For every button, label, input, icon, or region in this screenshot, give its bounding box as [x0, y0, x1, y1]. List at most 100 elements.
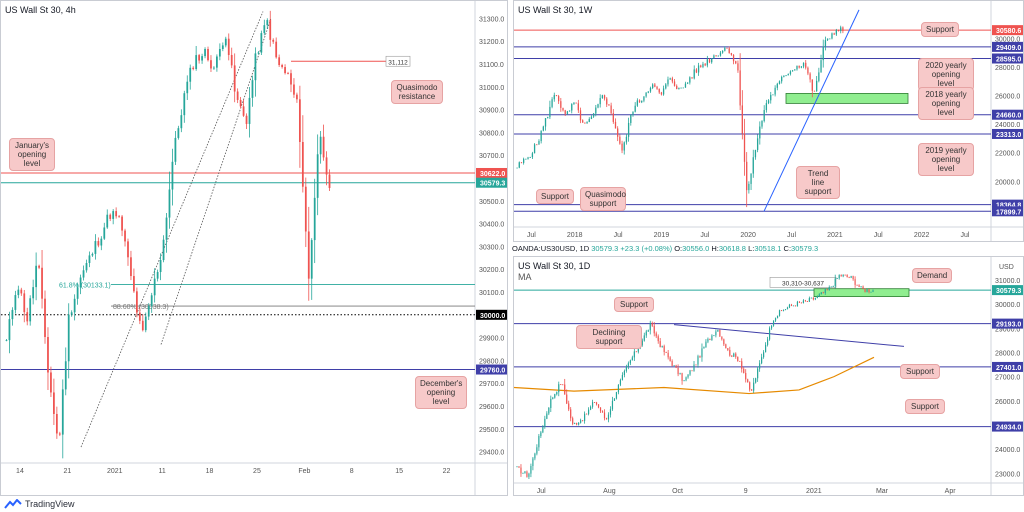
w1-candle-body: [715, 55, 717, 57]
w1-candle-body: [676, 85, 678, 90]
d1-candle-body: [858, 285, 860, 287]
w1-candle-body: [700, 65, 702, 68]
w1-support-low-callout: Support: [536, 189, 574, 204]
w1-trendline: [763, 9, 860, 212]
d1-candle-body: [695, 364, 697, 366]
d1-level-tag: [992, 421, 1023, 432]
d1-candle-body: [860, 286, 862, 288]
h4-y-tick-label: 30900.0: [479, 108, 504, 115]
d1-support-callout-3: Support: [905, 399, 945, 414]
d1-candle-body: [572, 418, 574, 424]
d1-candle-body: [731, 355, 733, 357]
d1-declining-support-line: [673, 324, 905, 347]
w1-candle-body: [682, 87, 684, 89]
d1-candle-body: [641, 340, 643, 346]
h4-y-tick-label: 29600.0: [479, 404, 504, 411]
h4-y-tick-label: 30100.0: [479, 290, 504, 297]
d1-level-value: 27401.0: [996, 365, 1021, 372]
d1-candle-body: [671, 360, 673, 366]
d1-candle-body: [649, 322, 651, 331]
d1-candle-body: [753, 382, 755, 391]
d1-candle-body: [872, 290, 874, 292]
w1-y-tick-label: 30000.0: [995, 36, 1020, 43]
w1-candle-body: [560, 101, 562, 108]
h4-level-tag: [476, 309, 507, 320]
w1-x-tick-label: Jul: [961, 232, 970, 239]
h4-candle-body: [254, 53, 257, 81]
d1-chart-svg[interactable]: 31000.0 30000.0 29000.0 28000.0 27000.0 26000…: [514, 257, 1024, 496]
d1-candle-body: [621, 375, 624, 380]
d1-candle-body: [689, 370, 691, 375]
w1-candle-body: [813, 90, 816, 92]
w1-candle-body: [691, 77, 693, 79]
w1-candle-body: [617, 128, 619, 137]
d1-candle-body: [765, 344, 767, 353]
w1-candle-body: [658, 88, 660, 93]
h4-candle-body: [61, 389, 64, 435]
h4-candle-body: [257, 52, 260, 54]
d1-candle-body: [526, 471, 528, 477]
w1-candle-body: [584, 122, 586, 124]
d1-candle-body: [705, 341, 707, 348]
h4-chart-svg[interactable]: 31300.0 31200.0 31100.0 31000.0 30900.0 30800…: [1, 1, 508, 496]
d1-ma-line: [514, 356, 875, 395]
d1-candle-body: [739, 361, 741, 362]
h4-x-tick-label: 18: [206, 468, 214, 475]
w1-candle-body: [746, 161, 748, 191]
w1-level-tag: [992, 25, 1023, 36]
d1-chart-panel[interactable]: 31000.0 30000.0 29000.0 28000.0 27000.0 26000…: [513, 256, 1024, 496]
w1-candle-body: [562, 107, 564, 111]
d1-candle-body: [536, 447, 538, 454]
d1-candle-body: [699, 356, 701, 358]
d1-candle-body: [790, 304, 793, 306]
h4-candle-body: [213, 67, 215, 69]
h4-candle-body: [70, 312, 73, 315]
h4-chart-panel[interactable]: 31300.0 31200.0 31100.0 31000.0 30900.0 30800…: [0, 0, 508, 496]
h4-candle-body: [245, 115, 248, 124]
w1-level-value: 17899.7: [996, 209, 1021, 216]
w1-candle-body: [686, 82, 689, 84]
w1-candle-body: [770, 94, 772, 101]
w1-candle-body: [811, 79, 813, 91]
h4-y-tick-label: 30300.0: [479, 244, 504, 251]
yearly-2020-callout: 2020 yearly opening level: [918, 58, 974, 91]
d1-candle-body: [597, 404, 600, 408]
w1-chart-panel[interactable]: 30000.0 28000.0 26000.0 24000.0 22000.0 20000…: [513, 0, 1024, 242]
h4-candle-body: [293, 84, 295, 95]
demand-callout: Demand: [912, 268, 952, 283]
w1-candle-body: [737, 63, 739, 71]
h4-candle-body: [112, 211, 115, 219]
w1-candle-body: [739, 70, 741, 106]
h4-x-tick-label: Feb: [298, 468, 310, 475]
d1-x-tick-label: 9: [744, 488, 748, 495]
h4-fib-label: 88.60% (30038.3): [113, 304, 169, 311]
d1-candle-body: [601, 411, 604, 413]
d1-candle-body: [816, 296, 818, 299]
d1-candle-body: [798, 301, 801, 303]
quasimodo-resistance-callout: Quasimodo resistance: [391, 80, 443, 104]
h4-x-tick-label: 15: [395, 468, 403, 475]
d1-last: 30579.3: [591, 244, 619, 253]
h4-y-tick-label: 31100.0: [479, 62, 504, 69]
w1-candle-body: [529, 157, 531, 158]
d1-candle-body: [657, 336, 659, 342]
h4-candle-body: [204, 49, 206, 57]
h4-candle-body: [263, 25, 266, 34]
d1-candle-body: [591, 402, 594, 407]
h4-candle-body: [94, 241, 97, 254]
quasimodo-support-callout: Quasimodo support: [580, 187, 626, 211]
h4-chart-title: US Wall St 30, 4h: [5, 5, 76, 15]
w1-candle-body: [669, 78, 671, 80]
h4-candle-body: [130, 257, 132, 277]
w1-candle-body: [778, 81, 781, 84]
w1-candle-body: [829, 38, 831, 40]
w1-candle-body: [566, 111, 569, 114]
d1-candle-body: [749, 382, 751, 390]
d1-candle-body: [788, 304, 791, 308]
w1-candle-body: [575, 102, 577, 104]
d1-candle-body: [864, 289, 866, 292]
h4-candle-body: [64, 361, 67, 390]
w1-candle-body: [750, 173, 752, 184]
d1-candle-body: [663, 346, 665, 352]
d1-high: 30618.8: [718, 244, 746, 253]
